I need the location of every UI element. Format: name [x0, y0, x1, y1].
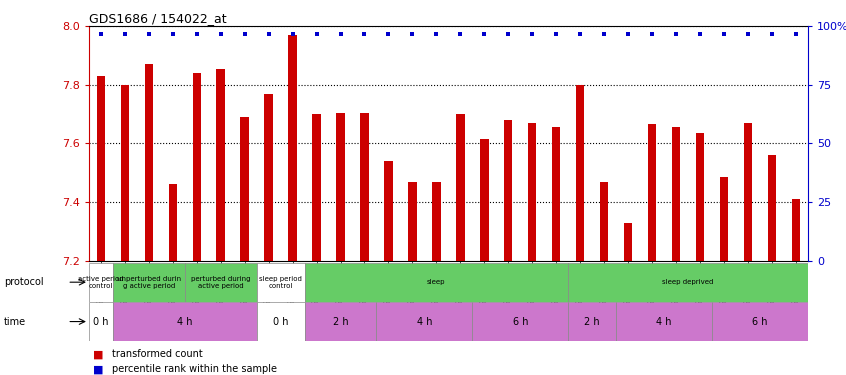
- Bar: [481, 139, 488, 261]
- Bar: [600, 182, 608, 261]
- Bar: [504, 120, 513, 261]
- Text: 6 h: 6 h: [752, 316, 767, 327]
- Bar: [193, 73, 201, 261]
- Bar: [265, 94, 272, 261]
- Bar: [696, 133, 704, 261]
- Bar: [113, 262, 184, 302]
- Bar: [456, 114, 464, 261]
- Bar: [256, 302, 305, 341]
- Text: time: time: [4, 316, 26, 327]
- Text: 4 h: 4 h: [656, 316, 672, 327]
- Text: ■: ■: [93, 364, 103, 374]
- Text: sleep period
control: sleep period control: [259, 276, 302, 289]
- Bar: [305, 302, 376, 341]
- Bar: [240, 117, 249, 261]
- Bar: [712, 302, 808, 341]
- Bar: [792, 199, 800, 261]
- Text: 2 h: 2 h: [332, 316, 349, 327]
- Bar: [288, 35, 297, 261]
- Text: sleep deprived: sleep deprived: [662, 279, 714, 285]
- Text: 4 h: 4 h: [177, 316, 192, 327]
- Bar: [569, 302, 616, 341]
- Bar: [552, 128, 560, 261]
- Text: 6 h: 6 h: [513, 316, 528, 327]
- Bar: [624, 222, 632, 261]
- Bar: [96, 76, 105, 261]
- Text: percentile rank within the sample: percentile rank within the sample: [112, 364, 277, 374]
- Bar: [384, 161, 393, 261]
- Bar: [576, 85, 585, 261]
- Text: 0 h: 0 h: [273, 316, 288, 327]
- Bar: [744, 123, 752, 261]
- Text: protocol: protocol: [4, 277, 44, 287]
- Bar: [672, 128, 680, 261]
- Bar: [305, 262, 569, 302]
- Bar: [376, 302, 472, 341]
- Text: GDS1686 / 154022_at: GDS1686 / 154022_at: [89, 12, 227, 25]
- Bar: [113, 302, 256, 341]
- Text: unperturbed durin
g active period: unperturbed durin g active period: [117, 276, 181, 289]
- Bar: [569, 262, 808, 302]
- Bar: [256, 262, 305, 302]
- Bar: [432, 182, 441, 261]
- Bar: [168, 184, 177, 261]
- Text: transformed count: transformed count: [112, 350, 202, 359]
- Bar: [89, 302, 113, 341]
- Text: 4 h: 4 h: [417, 316, 432, 327]
- Bar: [184, 262, 256, 302]
- Bar: [312, 114, 321, 261]
- Text: ■: ■: [93, 350, 103, 359]
- Bar: [720, 177, 728, 261]
- Bar: [337, 112, 344, 261]
- Bar: [360, 112, 369, 261]
- Text: 0 h: 0 h: [93, 316, 108, 327]
- Bar: [121, 85, 129, 261]
- Bar: [145, 64, 153, 261]
- Text: 2 h: 2 h: [585, 316, 600, 327]
- Bar: [89, 262, 113, 302]
- Bar: [217, 69, 225, 261]
- Bar: [528, 123, 536, 261]
- Bar: [472, 302, 569, 341]
- Bar: [768, 155, 776, 261]
- Text: perturbed during
active period: perturbed during active period: [191, 276, 250, 289]
- Text: sleep: sleep: [427, 279, 446, 285]
- Bar: [616, 302, 712, 341]
- Text: active period
control: active period control: [78, 276, 124, 289]
- Bar: [648, 124, 656, 261]
- Bar: [409, 182, 416, 261]
